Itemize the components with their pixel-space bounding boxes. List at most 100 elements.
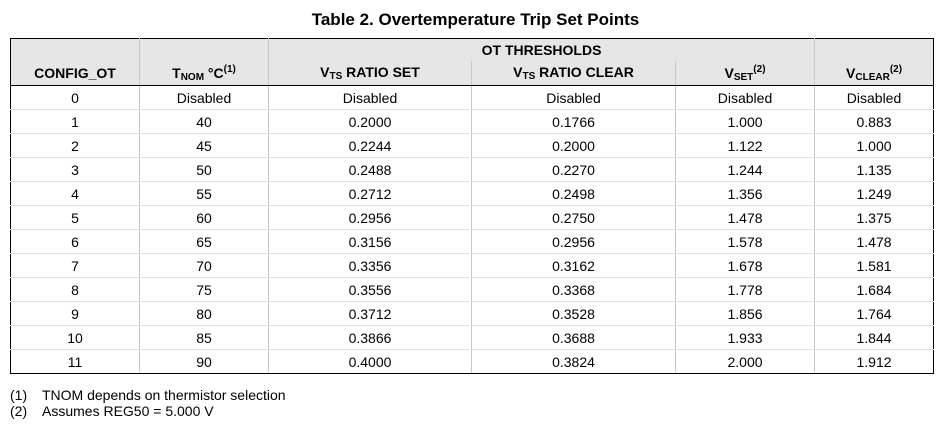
header-vset-main: V	[724, 64, 734, 81]
vclear-cell: Disabled	[814, 85, 935, 110]
footnotes: (1) TNOM depends on thermistor selection…	[10, 387, 286, 419]
table-row: 0 Disabled Disabled Disabled Disabled Disable…	[10, 85, 935, 110]
tnom-cell: 60	[139, 205, 269, 230]
footnote-2: (2) Assumes REG50 = 5.000 V	[10, 403, 286, 419]
table-row: 10 85 0.3866 0.3688 1.933 1.844	[10, 325, 935, 350]
tnom-cell: 65	[139, 229, 269, 254]
vts-ratio-clear-cell: 0.2270	[471, 157, 676, 182]
header-tnom: TNOM °C(1)	[139, 61, 269, 86]
vset-cell: 1.933	[674, 325, 816, 350]
vts-ratio-set-cell: 0.2712	[268, 181, 472, 206]
vts-ratio-clear-cell: 0.1766	[471, 109, 676, 134]
table-body: 0 Disabled Disabled Disabled Disabled Disable…	[10, 85, 935, 374]
tnom-cell: 70	[139, 253, 269, 278]
table-row: 1 40 0.2000 0.1766 1.000 0.883	[10, 109, 935, 134]
vset-cell: 1.122	[674, 133, 816, 158]
vts-ratio-set-cell: 0.2000	[268, 109, 472, 134]
group-header-row: OT THRESHOLDS	[10, 38, 935, 61]
vclear-cell: 1.000	[814, 133, 935, 158]
vset-cell: 1.578	[674, 229, 816, 254]
vts-ratio-set-cell: 0.3156	[268, 229, 472, 254]
tnom-cell: 80	[139, 301, 269, 326]
footnote-1-mark: (1)	[10, 387, 28, 403]
vset-cell: 1.356	[674, 181, 816, 206]
footnote-1: (1) TNOM depends on thermistor selection	[10, 387, 286, 403]
table-row: 5 60 0.2956 0.2750 1.478 1.375	[10, 205, 935, 230]
vts-ratio-set-cell: 0.4000	[268, 349, 472, 374]
header-config-ot: CONFIG_OT	[10, 61, 140, 86]
config-ot-cell: 3	[10, 157, 140, 182]
config-ot-cell: 6	[10, 229, 140, 254]
vclear-cell: 1.764	[814, 301, 935, 326]
table-row: 7 70 0.3356 0.3162 1.678 1.581	[10, 253, 935, 278]
group-header-empty-cell	[814, 38, 935, 61]
vts-ratio-set-cell: 0.3356	[268, 253, 472, 278]
vts-ratio-clear-cell: 0.2498	[471, 181, 676, 206]
config-ot-cell: 1	[10, 109, 140, 134]
config-ot-cell: 11	[10, 349, 140, 374]
header-vts-clear-sub: TS	[522, 71, 536, 82]
tnom-cell: 75	[139, 277, 269, 302]
vset-cell: 1.678	[674, 253, 816, 278]
footnote-1-text: TNOM depends on thermistor selection	[42, 387, 286, 403]
header-vset-sub: SET	[733, 71, 754, 83]
tnom-cell: Disabled	[139, 85, 269, 110]
table-row: 2 45 0.2244 0.2000 1.122 1.000	[10, 133, 935, 158]
header-vts-clear-rest: RATIO CLEAR	[535, 64, 634, 80]
vts-ratio-clear-cell: 0.2750	[471, 205, 676, 230]
vts-ratio-clear-cell: Disabled	[471, 85, 676, 110]
table-title: Table 2. Overtemperature Trip Set Points	[311, 10, 640, 29]
vset-cell: Disabled	[674, 85, 816, 110]
table-row: 9 80 0.3712 0.3528 1.856 1.764	[10, 301, 935, 326]
header-vts-clear-main: V	[513, 64, 523, 80]
config-ot-cell: 0	[10, 85, 140, 110]
header-vts-set-sub: TS	[329, 71, 343, 82]
vset-cell: 1.778	[674, 277, 816, 302]
vclear-cell: 1.581	[814, 253, 935, 278]
config-ot-cell: 8	[10, 277, 140, 302]
header-vclear: VCLEAR(2)	[814, 61, 935, 86]
vts-ratio-clear-cell: 0.3162	[471, 253, 676, 278]
header-tnom-rest: °C	[204, 64, 224, 81]
tnom-cell: 50	[139, 157, 269, 182]
config-ot-cell: 7	[10, 253, 140, 278]
tnom-cell: 45	[139, 133, 269, 158]
vclear-cell: 1.135	[814, 157, 935, 182]
table-row: 11 90 0.4000 0.3824 2.000 1.912	[10, 349, 935, 374]
vts-ratio-clear-cell: 0.3688	[471, 325, 676, 350]
footnote-2-text: Assumes REG50 = 5.000 V	[42, 403, 214, 419]
vclear-cell: 1.912	[814, 349, 935, 374]
vts-ratio-clear-cell: 0.3368	[471, 277, 676, 302]
header-tnom-sup: (1)	[223, 63, 236, 75]
vts-ratio-set-cell: 0.2956	[268, 205, 472, 230]
config-ot-cell: 10	[10, 325, 140, 350]
tnom-cell: 85	[139, 325, 269, 350]
overtemperature-table: OT THRESHOLDS CONFIG_OT TNOM °C(1) VTS R…	[10, 38, 935, 374]
tnom-cell: 55	[139, 181, 269, 206]
table-row: 6 65 0.3156 0.2956 1.578 1.478	[10, 229, 935, 254]
header-vts-ratio-set: VTS RATIO SET	[268, 61, 472, 86]
table-row: 8 75 0.3556 0.3368 1.778 1.684	[10, 277, 935, 302]
vts-ratio-clear-cell: 0.2956	[471, 229, 676, 254]
header-vclear-sup: (2)	[889, 63, 903, 75]
vset-cell: 1.478	[674, 205, 816, 230]
tnom-cell: 90	[139, 349, 269, 374]
vts-ratio-set-cell: 0.2488	[268, 157, 472, 182]
vset-cell: 1.244	[674, 157, 816, 182]
vclear-cell: 1.375	[814, 205, 935, 230]
header-tnom-sub: NOM	[180, 71, 205, 83]
table-row: 3 50 0.2488 0.2270 1.244 1.135	[10, 157, 935, 182]
group-header-empty-cell	[10, 38, 140, 61]
header-vclear-sub: CLEAR	[855, 71, 890, 83]
column-header-row: CONFIG_OT TNOM °C(1) VTS RATIO SET VTS R…	[10, 61, 935, 86]
header-vclear-main: V	[846, 64, 856, 81]
config-ot-cell: 2	[10, 133, 140, 158]
vts-ratio-set-cell: Disabled	[268, 85, 472, 110]
header-tnom-main: T	[172, 64, 181, 81]
config-ot-cell: 9	[10, 301, 140, 326]
config-ot-cell: 4	[10, 181, 140, 206]
vts-ratio-set-cell: 0.3556	[268, 277, 472, 302]
group-header-empty-cell	[139, 38, 269, 61]
vts-ratio-set-cell: 0.2244	[268, 133, 472, 158]
vset-cell: 2.000	[674, 349, 816, 374]
